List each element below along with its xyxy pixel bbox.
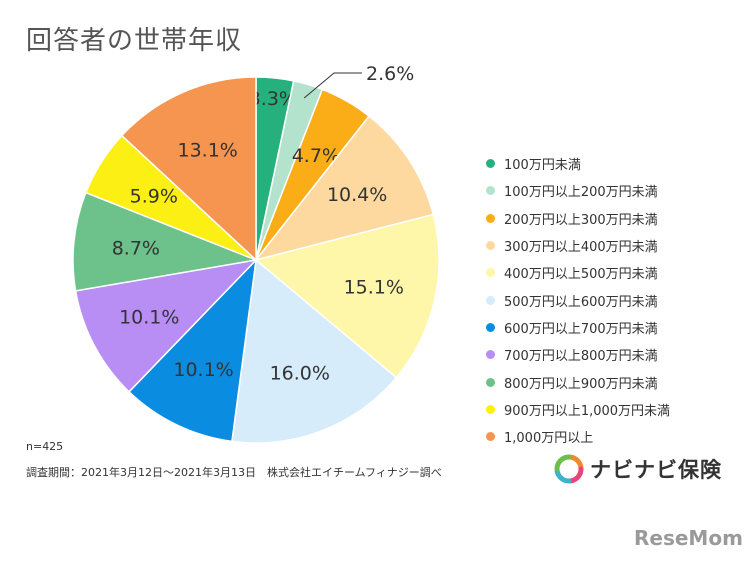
- pie-slice: [72, 191, 259, 292]
- pie-slice: [231, 258, 398, 444]
- legend-color-dot: [486, 350, 495, 360]
- brand-logo: ナビナビ保険: [554, 454, 722, 484]
- slice-label: 10.1%: [173, 359, 233, 381]
- legend-color-dot: [486, 295, 495, 305]
- pie-slice: [120, 76, 257, 262]
- brand-name: ナビナビ保険: [590, 458, 722, 482]
- slice-label: 15.1%: [344, 277, 404, 299]
- legend-color-dot: [486, 213, 495, 223]
- legend-label: 800万円以上900万円未満: [504, 376, 658, 392]
- legend-item: 100万円未満: [486, 150, 736, 177]
- slice-label: 8.7%: [112, 238, 160, 260]
- legend-label: 900万円以上1,000万円未満: [504, 403, 671, 419]
- legend-item: 600万円以上700万円未満: [486, 314, 736, 341]
- survey-period-note: 調査期間：2021年3月12日～2021年3月13日 株式会社エイチームフィナジ…: [26, 466, 442, 479]
- slice-label: 3.3%: [249, 88, 297, 110]
- legend-color-dot: [486, 241, 495, 251]
- legend-item: 1,000万円以上: [486, 423, 736, 450]
- legend-item: 500万円以上600万円未満: [486, 286, 736, 313]
- legend-color-dot: [486, 159, 495, 169]
- legend-label: 300万円以上400万円未満: [504, 240, 658, 256]
- pie-slice: [128, 257, 258, 443]
- legend-item: 100万円以上200万円未満: [486, 177, 736, 204]
- legend-label: 1,000万円以上: [504, 431, 594, 447]
- legend-item: 800万円以上900万円未満: [486, 368, 736, 395]
- slice-label: 16.0%: [270, 363, 330, 385]
- legend-label: 700万円以上800万円未満: [504, 349, 658, 365]
- slice-label: 4.7%: [292, 145, 340, 167]
- legend-label: 100万円未満: [504, 158, 581, 174]
- legend-label: 200万円以上300万円未満: [504, 212, 658, 228]
- pie-slice: [254, 115, 435, 262]
- legend-color-dot: [486, 432, 495, 442]
- legend-color-dot: [486, 377, 495, 387]
- slice-label: 2.6%: [366, 63, 414, 85]
- pie-slice: [254, 213, 440, 379]
- navinavi-logo-icon: [554, 454, 584, 484]
- legend-label: 500万円以上600万円未満: [504, 294, 658, 310]
- sample-size-note: n=425: [26, 440, 64, 453]
- chart-legend: 100万円未満 100万円以上200万円未満 200万円以上300万円未満 300万円…: [486, 150, 736, 450]
- legend-item: 300万円以上400万円未満: [486, 232, 736, 259]
- legend-item: 900万円以上1,000万円未満: [486, 396, 736, 423]
- legend-label: 100万円以上200万円未満: [504, 185, 658, 201]
- legend-item: 400万円以上500万円未満: [486, 259, 736, 286]
- legend-color-dot: [486, 268, 495, 278]
- slice-label: 10.4%: [327, 184, 387, 206]
- callout-line: [303, 72, 362, 99]
- slice-label: 5.9%: [130, 186, 178, 208]
- slice-label: 10.1%: [119, 307, 179, 329]
- chart-title: 回答者の世帯年収: [26, 26, 243, 56]
- legend-color-dot: [486, 186, 495, 196]
- pie-slice: [74, 258, 259, 393]
- legend-label: 600万円以上700万円未満: [504, 321, 658, 337]
- legend-label: 400万円以上500万円未満: [504, 267, 658, 283]
- legend-item: 700万円以上800万円未満: [486, 341, 736, 368]
- legend-color-dot: [486, 322, 495, 332]
- resemom-watermark: ReseMom: [634, 526, 743, 550]
- slice-label: 13.1%: [178, 139, 238, 161]
- legend-color-dot: [486, 404, 495, 414]
- legend-item: 200万円以上300万円未満: [486, 205, 736, 232]
